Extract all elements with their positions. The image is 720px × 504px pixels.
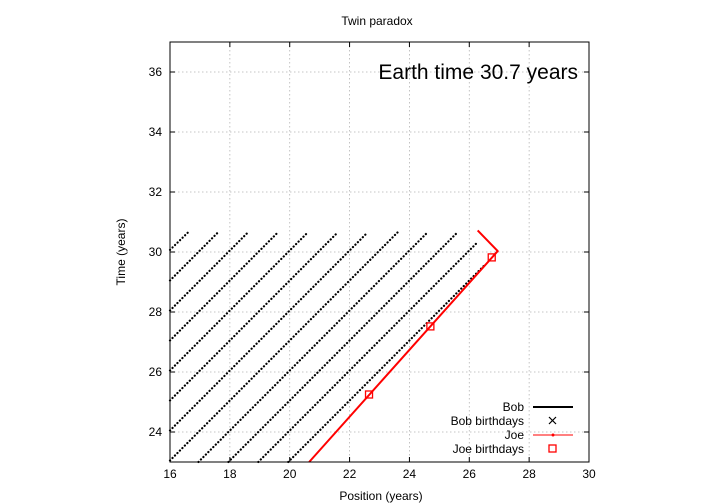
x-tick-label: 20 xyxy=(283,467,297,481)
joe-birthday-marker xyxy=(426,322,435,331)
legend-label-joe-birthdays: Joe birthdays xyxy=(453,442,524,456)
y-tick-label: 34 xyxy=(149,125,163,139)
bob-segment-5 xyxy=(168,231,309,372)
bob-segment-11 xyxy=(257,240,480,464)
x-tick-label: 18 xyxy=(223,467,237,481)
y-tick-label: 28 xyxy=(149,305,163,319)
y-tick-label: 26 xyxy=(149,365,163,379)
legend: Bob Bob birthdays Joe Joe birthdays xyxy=(451,400,573,456)
y-axis-label: Time (years) xyxy=(114,219,128,286)
chart-title: Twin paradox xyxy=(341,14,412,28)
x-tick-label: 16 xyxy=(163,467,177,481)
plot-area xyxy=(168,229,499,464)
bob-segment-6 xyxy=(168,231,339,402)
grid-lines xyxy=(170,42,589,462)
x-tick-label: 26 xyxy=(463,467,477,481)
axis-ticks: 16 18 20 22 24 26 28 30 24 26 28 30 32 34 36 xyxy=(149,42,596,481)
legend-key-joe-point xyxy=(551,433,555,437)
x-axis-label: Position (years) xyxy=(339,489,422,503)
bob-segment-2 xyxy=(168,231,219,282)
y-tick-label: 24 xyxy=(149,425,163,439)
x-tick-label: 28 xyxy=(522,467,536,481)
bob-segment-3 xyxy=(168,231,249,312)
bob-segment-12 xyxy=(287,264,486,464)
bob-segment-9 xyxy=(197,231,429,464)
y-tick-label: 32 xyxy=(149,185,163,199)
y-tick-label: 36 xyxy=(149,65,163,79)
x-tick-label: 24 xyxy=(403,467,417,481)
x-tick-label: 30 xyxy=(582,467,596,481)
earth-time-annotation: Earth time 30.7 years xyxy=(378,61,578,84)
bob-segment-10 xyxy=(227,231,459,464)
legend-key-joe-birthdays xyxy=(548,444,557,453)
y-tick-label: 30 xyxy=(149,245,163,259)
bob-segment-7 xyxy=(168,231,369,432)
bob-segment-4 xyxy=(168,231,279,342)
joe-birthday-marker xyxy=(487,253,496,262)
x-tick-label: 22 xyxy=(343,467,357,481)
bob-segment-1 xyxy=(168,231,190,251)
legend-label-bob: Bob xyxy=(503,400,525,414)
joe-birthday-marker xyxy=(364,390,374,399)
bob-segment-8 xyxy=(168,231,399,462)
legend-label-bob-birthdays: Bob birthdays xyxy=(451,414,524,428)
legend-key-bob-birthdays xyxy=(548,416,557,425)
legend-label-joe: Joe xyxy=(505,428,525,442)
